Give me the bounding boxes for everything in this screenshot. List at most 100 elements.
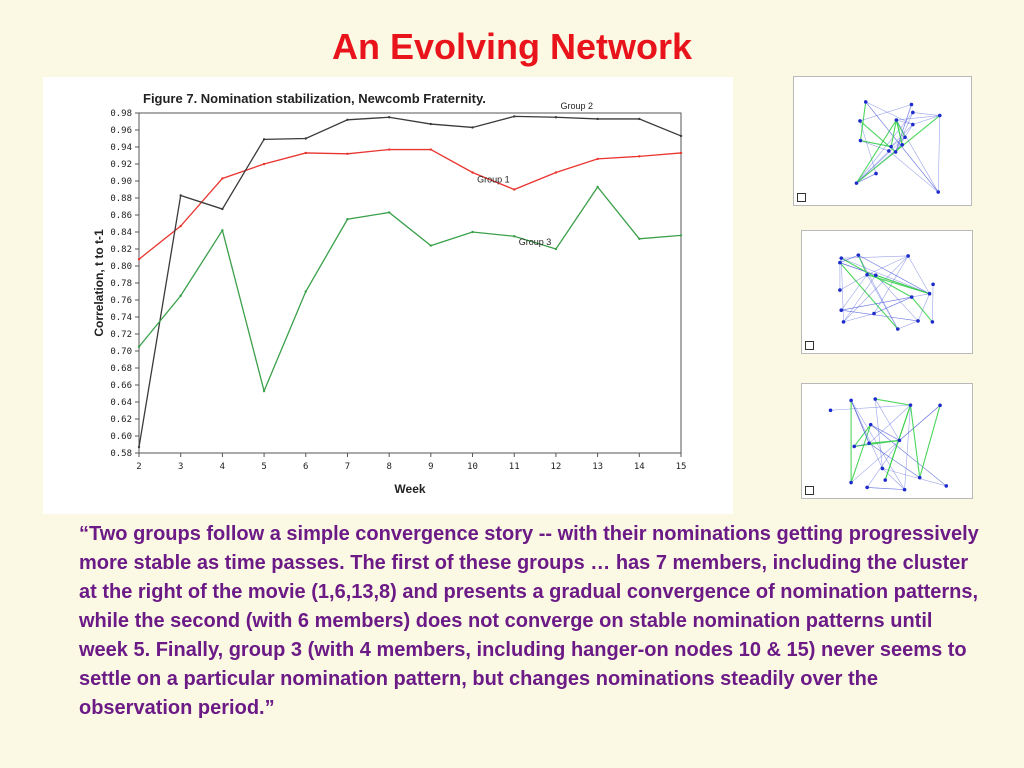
network-node (916, 319, 920, 323)
network-edge (890, 124, 914, 147)
data-point (471, 230, 474, 234)
network-edge (856, 137, 906, 184)
network-graph (828, 397, 949, 492)
network-edge (866, 255, 909, 276)
data-point (554, 171, 558, 174)
network-node (937, 113, 942, 118)
network-node (909, 295, 914, 299)
network-edge (865, 101, 913, 125)
network-edge (850, 400, 905, 490)
network-edge (909, 405, 921, 478)
network-edge (882, 468, 947, 487)
y-tick-label: 0.66 (110, 381, 132, 391)
y-tick-label: 0.64 (110, 398, 132, 408)
network-snapshot-1 (793, 76, 972, 206)
x-axis-ticks: 2 3 4 5 6 7 8 9 10 11 12 13 14 15 (136, 453, 686, 472)
quote-text: “Two groups follow a simple convergence … (79, 523, 979, 719)
network-node (873, 273, 878, 278)
y-tick-label: 0.94 (110, 143, 132, 153)
y-tick-label: 0.74 (110, 313, 132, 323)
x-axis-label: Week (394, 482, 425, 496)
y-tick-label: 0.82 (110, 245, 132, 255)
x-tick-label: 15 (676, 462, 687, 472)
x-tick-label: 11 (509, 462, 520, 472)
network-edge (858, 254, 930, 294)
network-node (868, 422, 873, 427)
network-node (849, 398, 853, 403)
network-edge (896, 115, 940, 121)
x-tick-label: 5 (261, 462, 266, 472)
data-point (221, 177, 224, 180)
slide-title: An Evolving Network (331, 26, 693, 67)
network-edge (854, 442, 870, 447)
network-node (867, 441, 871, 446)
network-edge (856, 173, 877, 184)
data-point (638, 237, 641, 240)
network-edge (841, 296, 912, 311)
network-snapshot-3 (801, 383, 973, 499)
network-node (863, 100, 868, 104)
data-point (513, 188, 516, 191)
network-edge (919, 405, 941, 478)
network-edge (860, 140, 889, 152)
series-line-group-3 (138, 185, 682, 393)
network-node (893, 150, 898, 154)
data-point (679, 151, 683, 155)
data-point (679, 234, 683, 237)
network-node (849, 480, 853, 485)
network-node (874, 171, 878, 176)
network-edge (850, 424, 872, 483)
network-node (839, 256, 844, 260)
data-point (638, 117, 641, 121)
network-edge (840, 258, 844, 322)
document-icon (805, 486, 814, 495)
data-point (262, 162, 266, 166)
network-edge (855, 119, 897, 184)
network-edge (896, 119, 913, 125)
document-icon (797, 193, 806, 202)
series-line-group-1 (138, 148, 682, 260)
network-node (856, 253, 861, 257)
network-edge (840, 274, 868, 311)
network-node (858, 119, 862, 123)
network-node (880, 466, 885, 471)
network-node (936, 190, 941, 194)
y-axis-label: Correlation, t to t-1 (92, 229, 106, 337)
network-node (927, 291, 932, 296)
data-point (346, 152, 349, 155)
network-node (841, 320, 846, 324)
network-edge (868, 443, 920, 478)
y-tick-label: 0.92 (110, 160, 132, 170)
network-edge (856, 112, 914, 184)
data-point (346, 218, 349, 221)
network-snapshot-2 (801, 230, 973, 354)
network-node (872, 311, 876, 316)
network-node (894, 118, 899, 122)
x-tick-label: 7 (345, 462, 350, 472)
data-point (554, 247, 558, 251)
network-edge (870, 424, 900, 441)
data-point (137, 258, 141, 261)
y-tick-label: 0.96 (110, 126, 132, 136)
network-edge (875, 275, 919, 322)
network-edge (866, 274, 930, 295)
data-point (429, 244, 433, 247)
network-edge (859, 101, 867, 141)
data-point (471, 171, 474, 174)
y-tick-label: 0.76 (110, 296, 132, 306)
data-point (262, 138, 266, 141)
network-edge (897, 320, 919, 330)
x-tick-label: 4 (220, 462, 225, 472)
data-point (304, 151, 307, 155)
data-point (471, 126, 474, 129)
network-edge (843, 275, 877, 323)
y-tick-label: 0.78 (110, 279, 132, 289)
network-edge (859, 120, 877, 174)
network-node (931, 282, 935, 287)
y-tick-label: 0.72 (110, 330, 132, 340)
x-tick-label: 2 (136, 462, 141, 472)
network-node (838, 288, 842, 292)
network-node (839, 308, 844, 313)
data-point (513, 115, 516, 118)
y-tick-label: 0.88 (110, 194, 132, 204)
